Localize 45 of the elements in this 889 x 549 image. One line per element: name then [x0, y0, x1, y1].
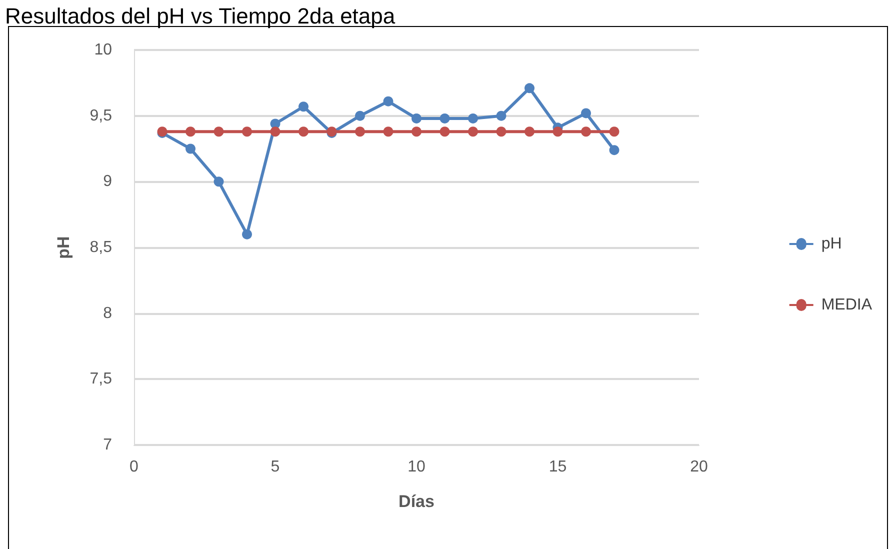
- y-tick-label: 8,5: [90, 239, 112, 256]
- point: [552, 126, 563, 137]
- point: [242, 126, 252, 137]
- point: [609, 145, 620, 156]
- point: [581, 108, 591, 118]
- chart-title: Resultados del pH vs Tiempo 2da etapa: [5, 4, 396, 28]
- point: [383, 96, 394, 106]
- point: [524, 83, 534, 94]
- point: [609, 126, 620, 137]
- y-axis-title: pH: [54, 236, 73, 259]
- y-tick-label: 8: [103, 304, 112, 322]
- x-tick-label: 15: [548, 458, 567, 476]
- x-tick-label: 0: [130, 458, 139, 476]
- point: [440, 113, 450, 124]
- point: [524, 126, 534, 137]
- point: [214, 176, 224, 187]
- point: [298, 102, 308, 112]
- point: [214, 126, 224, 137]
- x-tick-label: 5: [270, 458, 280, 476]
- point: [496, 110, 506, 121]
- point: [496, 126, 506, 137]
- y-tick-label: 9: [103, 173, 112, 190]
- point: [355, 110, 365, 121]
- point: [412, 113, 422, 124]
- point: [186, 144, 196, 154]
- point: [355, 126, 365, 137]
- legend-label: pH: [821, 236, 842, 252]
- point: [581, 126, 591, 137]
- point: [440, 126, 450, 137]
- point: [270, 126, 280, 137]
- y-tick-label: 7: [103, 436, 112, 454]
- y-tick-label: 10: [94, 42, 112, 58]
- x-tick-label: 10: [408, 458, 426, 476]
- legend-label: MEDIA: [821, 296, 872, 314]
- point: [468, 113, 478, 124]
- point: [186, 126, 196, 137]
- x-tick-label: 20: [690, 458, 708, 476]
- x-axis-title: Días: [398, 492, 434, 511]
- y-tick-label: 7,5: [90, 370, 112, 388]
- y-tick-label: 9,5: [90, 107, 112, 124]
- point: [468, 126, 478, 137]
- point: [383, 126, 394, 137]
- point: [298, 126, 308, 137]
- point: [242, 229, 252, 240]
- point: [412, 126, 422, 137]
